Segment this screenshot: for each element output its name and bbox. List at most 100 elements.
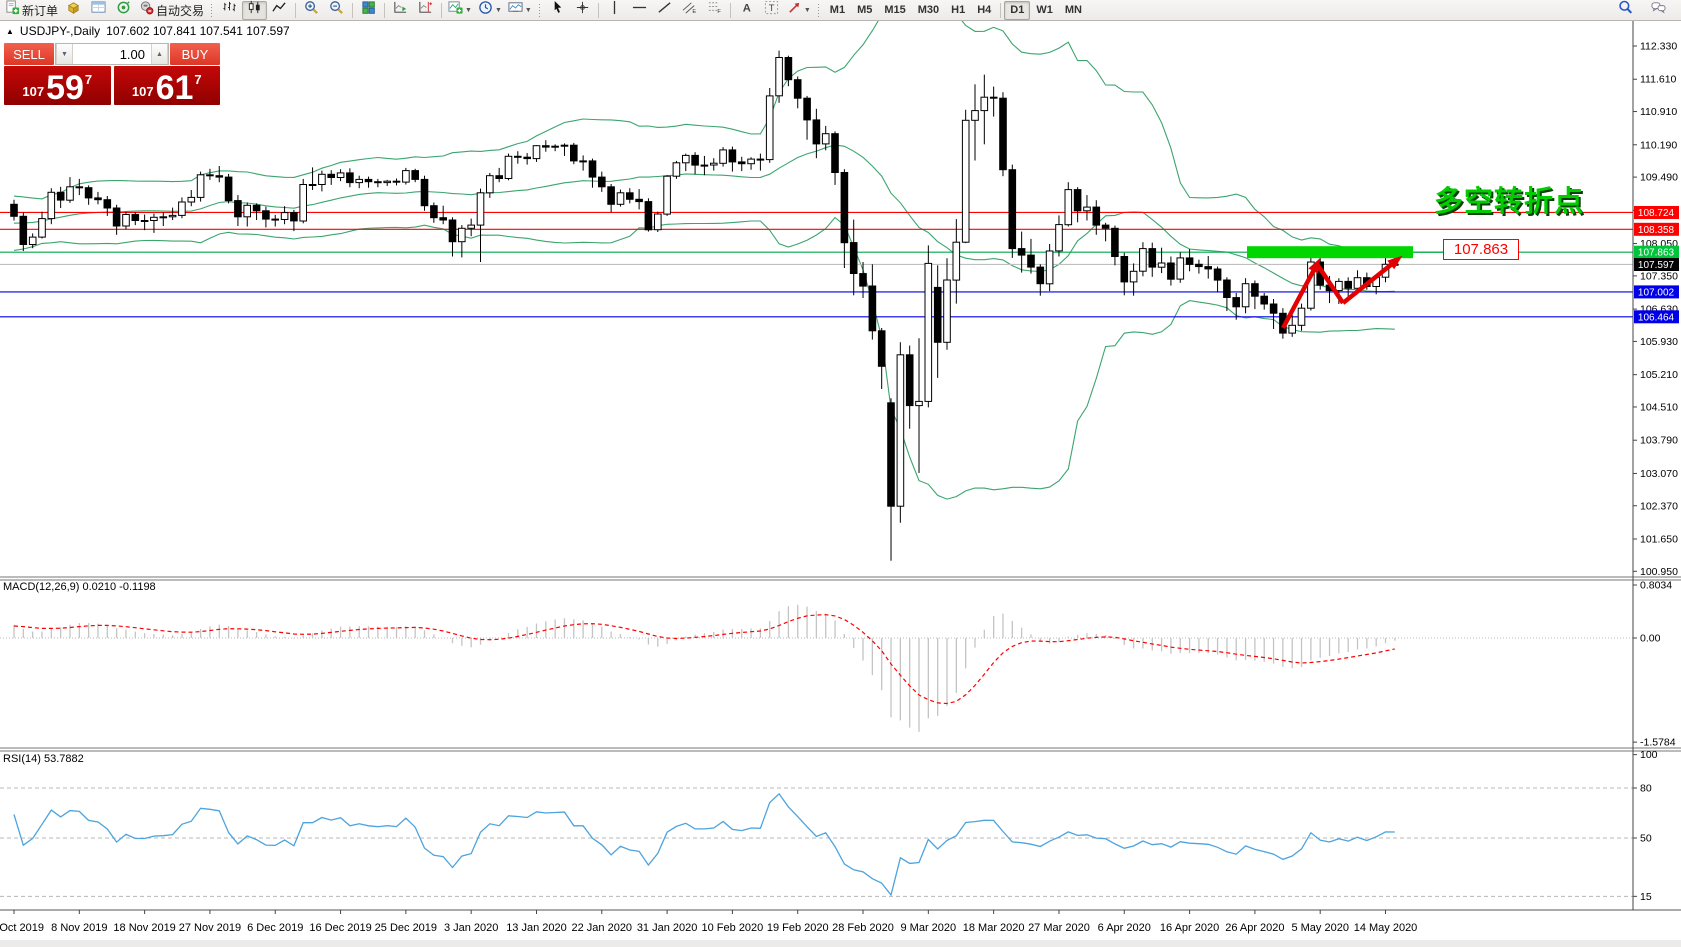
tile-windows-button[interactable]: [356, 1, 381, 20]
svg-text:107.350: 107.350: [1640, 270, 1678, 282]
indicators-button[interactable]: ▼: [445, 1, 475, 20]
volume-input[interactable]: [73, 44, 151, 64]
equidistant-channel-button[interactable]: E: [677, 1, 702, 20]
svg-text:9 Mar 2020: 9 Mar 2020: [901, 922, 957, 934]
vertical-line-button[interactable]: [602, 0, 627, 20]
svg-text:101.650: 101.650: [1640, 533, 1678, 545]
text-label-button[interactable]: T: [759, 0, 784, 20]
search-icon: [1618, 0, 1633, 20]
chart-bars-icon: [222, 0, 237, 20]
timeframe-MN-button[interactable]: MN: [1064, 4, 1082, 16]
svg-text:80: 80: [1640, 782, 1652, 794]
sell-price[interactable]: 107 59 7: [4, 66, 111, 105]
horizontal-line-icon: [632, 0, 647, 20]
svg-text:104.510: 104.510: [1640, 401, 1678, 413]
chart-bars-button[interactable]: [217, 1, 242, 20]
new-order-label: 新订单: [22, 3, 59, 18]
timeframe-D1-button[interactable]: D1: [1004, 0, 1031, 20]
timeframe-W1-button[interactable]: W1: [1036, 4, 1053, 16]
rsi-indicator-label: RSI(14) 53.7882: [3, 753, 84, 765]
chevron-down-icon[interactable]: ▼: [803, 6, 811, 14]
svg-text:107.002: 107.002: [1638, 287, 1675, 298]
chart-title: USDJPY-,Daily: [19, 24, 101, 38]
svg-text:13 Jan 2020: 13 Jan 2020: [506, 922, 567, 934]
chart-shift-button[interactable]: [413, 1, 438, 20]
auto-trading-button[interactable]: 自动交易: [136, 1, 207, 20]
svg-text:E: E: [692, 9, 696, 15]
market-watch-button[interactable]: [61, 1, 86, 20]
chart-line-button[interactable]: [267, 1, 292, 20]
data-window-button[interactable]: [86, 1, 111, 20]
svg-text:A: A: [743, 2, 751, 14]
auto-scroll-button[interactable]: [388, 1, 413, 20]
svg-text:14 May 2020: 14 May 2020: [1354, 922, 1418, 934]
timeframe-H4-button[interactable]: H4: [977, 4, 992, 16]
chevron-down-icon[interactable]: ▼: [465, 6, 472, 14]
horizontal-line-button[interactable]: [627, 1, 652, 20]
chart-line-icon: [272, 0, 287, 20]
svg-text:110.910: 110.910: [1640, 106, 1677, 118]
chat-button[interactable]: [1646, 1, 1671, 20]
svg-text:15: 15: [1640, 891, 1652, 903]
svg-text:0.8034: 0.8034: [1640, 579, 1672, 591]
timeframe-M30-button[interactable]: M30: [917, 4, 940, 16]
drag-handle-icon: [210, 2, 215, 18]
svg-text:103.790: 103.790: [1640, 435, 1678, 447]
chart-candles-button[interactable]: [242, 0, 268, 20]
svg-text:19 Feb 2020: 19 Feb 2020: [767, 922, 829, 934]
crosshair-button[interactable]: [570, 1, 595, 20]
auto-trading-icon: [139, 0, 154, 20]
zoom-out-button[interactable]: [324, 1, 349, 20]
buy-button[interactable]: BUY: [170, 43, 220, 65]
text-label-icon: T: [764, 0, 779, 20]
drag-handle-icon: [816, 2, 821, 18]
sell-price-figure: 107: [22, 84, 45, 99]
timeframe-M15-button[interactable]: M15: [884, 4, 906, 16]
svg-text:28 Feb 2020: 28 Feb 2020: [832, 922, 894, 934]
svg-text:3 Jan 2020: 3 Jan 2020: [444, 922, 498, 934]
timeframe-M1-button[interactable]: M1: [829, 4, 846, 16]
chart-candles-icon: [247, 0, 262, 20]
chart-ohlc-values: 107.602 107.841 107.541 107.597: [106, 24, 290, 38]
svg-text:112.330: 112.330: [1640, 41, 1677, 53]
macd-indicator-label: MACD(12,26,9) 0.0210 -0.1198: [3, 581, 156, 593]
buy-price-point: 7: [194, 72, 202, 87]
timeframe-H1-button[interactable]: H1: [951, 4, 966, 16]
zoom-in-icon: [304, 0, 319, 20]
vertical-line-icon: [607, 0, 622, 20]
svg-text:108.358: 108.358: [1638, 225, 1675, 236]
periods-button[interactable]: ▼: [475, 1, 505, 20]
volume-decrease-button[interactable]: ▼: [56, 44, 73, 64]
svg-text:22 Jan 2020: 22 Jan 2020: [572, 922, 633, 934]
buy-price-figure: 107: [131, 84, 154, 99]
trendline-button[interactable]: [652, 1, 677, 20]
chevron-down-icon[interactable]: ▼: [524, 6, 532, 14]
timeframe-M5-button[interactable]: M5: [857, 4, 873, 16]
svg-text:108.724: 108.724: [1638, 208, 1675, 219]
chart-expander-icon[interactable]: ▲: [6, 26, 14, 36]
price-level-label[interactable]: 107.863: [1443, 239, 1519, 260]
arrows-button[interactable]: ▼: [784, 1, 814, 20]
search-button[interactable]: [1613, 0, 1638, 20]
volume-increase-button[interactable]: ▲: [151, 44, 168, 64]
svg-text:107.597: 107.597: [1638, 260, 1675, 271]
navigator-button[interactable]: [111, 1, 136, 20]
zoom-in-button[interactable]: [299, 1, 324, 20]
templates-button[interactable]: ▼: [505, 1, 535, 20]
svg-text:6 Apr 2020: 6 Apr 2020: [1098, 922, 1151, 934]
arrows-icon: [787, 0, 802, 20]
cursor-button[interactable]: [545, 0, 570, 20]
text-icon: A: [739, 0, 754, 20]
text-button[interactable]: A: [734, 1, 759, 20]
buy-price[interactable]: 107 61 7: [113, 66, 220, 105]
fibonacci-button[interactable]: F: [702, 1, 727, 20]
turning-point-annotation[interactable]: 多空转折点: [1434, 186, 1585, 218]
new-order-button[interactable]: 新订单: [2, 0, 61, 20]
sell-button[interactable]: SELL: [4, 43, 54, 65]
svg-text:27 Mar 2020: 27 Mar 2020: [1028, 922, 1090, 934]
chevron-down-icon[interactable]: ▼: [494, 6, 502, 14]
svg-text:109.490: 109.490: [1640, 172, 1678, 184]
cursor-icon: [550, 0, 565, 20]
